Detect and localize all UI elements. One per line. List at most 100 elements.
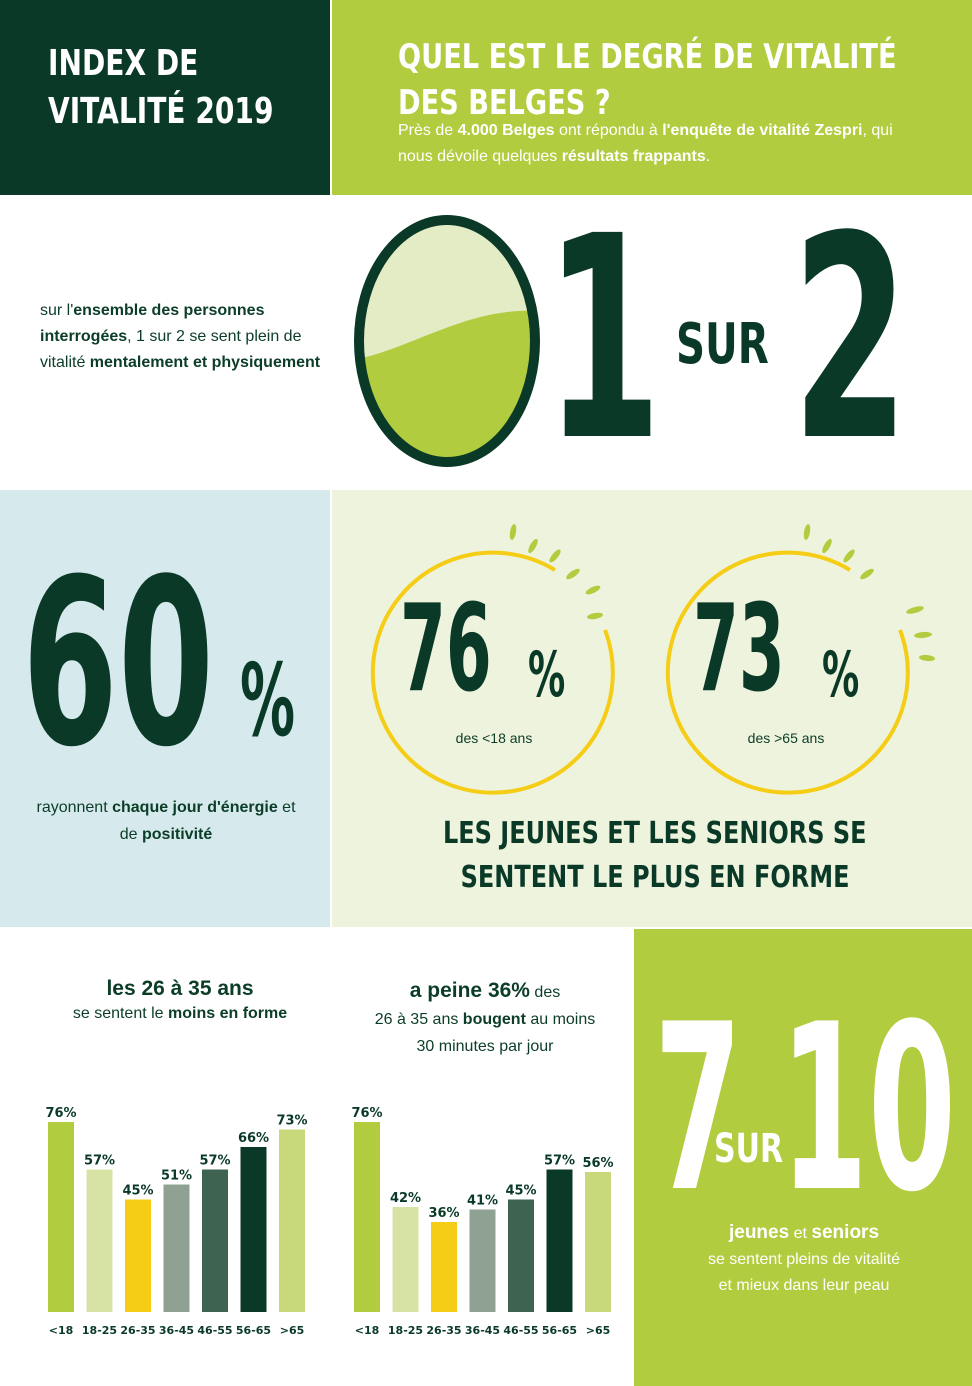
heading-part: des [529,984,561,1001]
seven-number: 7 [654,976,743,1243]
chart-one-value-label-2: 45% [122,1184,153,1199]
desc-part: , 1 sur 2 se sent plein de vitalité [40,328,302,371]
chart-two-value-label-3: 41% [467,1194,498,1209]
chart-one-subtitle: se sentent le moins en forme [40,1001,320,1027]
desc-part: et [789,1225,812,1242]
chart-one-bar-0 [48,1122,74,1312]
chart-two-line2: 26 à 35 ans bougent au moins [340,1006,630,1033]
chart-one-heading: les 26 à 35 ans se sentent le moins en f… [40,977,320,1027]
chart-two-value-label-4: 45% [505,1184,536,1199]
chart-two-bar-0 [354,1122,380,1312]
header-question-panel: QUEL EST LE DEGRÉ DE VITALITÉ DES BELGES… [332,0,972,195]
desc-bold: seniors [811,1222,880,1243]
chart-two-category-label-4: 46-55 [503,1324,538,1337]
chart-two-highlight: a peine 36% [409,979,530,1002]
question-line1: QUEL EST LE DEGRÉ DE VITALITÉ [398,37,897,77]
subtitle-bold: moins en forme [168,1005,288,1022]
chart-two-value-label-2: 36% [428,1206,459,1221]
chart-one-value-label-5: 66% [238,1131,269,1146]
desc-bold: mentalement et physiquement [89,354,321,371]
subtitle-part: se sentent le [72,1005,169,1022]
chart-one-bar-5 [240,1147,267,1312]
chart-two-bar-3 [469,1209,496,1312]
desc-line2: se sentent pleins de vitalité [707,1251,901,1268]
one-number: 1 [545,177,662,503]
sixty-description: rayonnent chaque jour d'énergie et de po… [30,794,302,848]
chart-two-category-label-5: 56-65 [542,1324,577,1337]
chart-one-category-label-2: 26-35 [120,1324,155,1337]
chart-one-bar-4 [202,1169,228,1312]
chart-two-activity: 76% <18 42% 18-25 36% 26-35 41% 36-45 45% 46-55 57… [351,1106,613,1337]
age-groups-panel [332,490,972,927]
headline-line1: LES JEUNES ET LES SENIORS SE [443,816,867,851]
chart-two-heading: a peine 36% des 26 à 35 ans bougent au m… [340,977,630,1060]
one-of-two-description: sur l'ensemble des personnes interrogées… [40,298,330,376]
sur-label: SUR [714,1126,784,1172]
page-title-line1: INDEX DE [48,43,199,84]
chart-one-value-label-0: 76% [45,1106,76,1121]
chart-one-title: les 26 à 35 ans [106,977,254,1000]
chart-two-value-label-5: 57% [544,1154,575,1169]
two-number: 2 [792,177,909,503]
desc-line1: jeunes et seniors [654,1220,954,1247]
chart-two-category-label-0: <18 [355,1324,380,1337]
chart-two-bar-6 [585,1172,611,1312]
intro-part: Près de [398,122,458,139]
heading-part: 26 à 35 ans [374,1011,463,1028]
chart-one-category-label-4: 46-55 [197,1324,232,1337]
chart-two-bar-5 [546,1169,573,1312]
desc-bold: chaque jour d'énergie [112,799,278,816]
desc-bold: jeunes [728,1222,790,1243]
chart-two-category-label-6: >65 [586,1324,611,1337]
young-number: 76 [400,580,492,719]
chart-one-value-label-4: 57% [199,1154,230,1169]
chart-two-line3: 30 minutes par jour [416,1038,554,1055]
heading-part: au moins [525,1011,596,1028]
chart-two-category-label-3: 36-45 [465,1324,500,1337]
intro-part: ont répondu à [554,122,663,139]
intro-text: Près de 4.000 Belges ont répondu à l'enq… [398,118,918,170]
kiwi-oval-icon [354,215,540,467]
question-line2: DES BELGES ? [398,83,611,123]
desc-bold: positivité [142,826,213,843]
seven-of-ten-description: jeunes et seniors se sentent pleins de v… [654,1220,954,1299]
desc-bold: ensemble des personnes interrogées [40,302,265,345]
sixty-percent-panel [0,490,330,927]
chart-one-category-label-5: 56-65 [236,1324,271,1337]
question-heading: QUEL EST LE DEGRÉ DE VITALITÉ DES BELGES… [398,34,897,126]
desc-part: et de [119,799,296,843]
chart-one-category-label-0: <18 [49,1324,74,1337]
seven-of-ten-panel [634,929,972,1386]
headline-line2: SENTENT LE PLUS EN FORME [460,860,850,895]
desc-part: rayonnent [36,799,113,816]
sixty-number: 60 [22,531,215,798]
senior-number: 73 [693,580,785,719]
senior-percent-sign: % [822,638,860,711]
intro-bold: résultats frappants [561,148,706,165]
chart-one-bar-1 [86,1169,113,1312]
senior-circle-icon [665,524,935,795]
chart-one-bar-3 [163,1184,190,1312]
chart-two-value-label-1: 42% [390,1191,421,1206]
chart-two-category-label-2: 26-35 [426,1324,461,1337]
chart-one-value-label-1: 57% [84,1154,115,1169]
desc-line3: et mieux dans leur peau [718,1277,890,1294]
page-title-line2: VITALITÉ 2019 [48,91,274,132]
intro-part: . [705,148,711,165]
age-circles-graphic [370,524,935,795]
ten-number: 10 [780,976,957,1243]
chart-one-bar-6 [279,1129,305,1312]
young-circle-icon [370,524,615,795]
intro-bold: l'enquête de vitalité Zespri [662,122,863,139]
chart-one-bar-2 [125,1199,151,1312]
page-title: INDEX DE VITALITÉ 2019 [48,40,273,136]
chart-two-value-label-0: 76% [351,1106,382,1121]
young-percent-sign: % [528,638,566,711]
chart-two-line1: a peine 36% des [340,977,630,1006]
age-groups-headline: LES JEUNES ET LES SENIORS SE SENTENT LE … [360,812,950,900]
chart-one-category-label-3: 36-45 [159,1324,194,1337]
chart-one-category-label-1: 18-25 [82,1324,117,1337]
chart-two-category-label-1: 18-25 [388,1324,423,1337]
chart-two-bar-1 [392,1207,419,1312]
senior-label: des >65 ans [747,730,825,746]
